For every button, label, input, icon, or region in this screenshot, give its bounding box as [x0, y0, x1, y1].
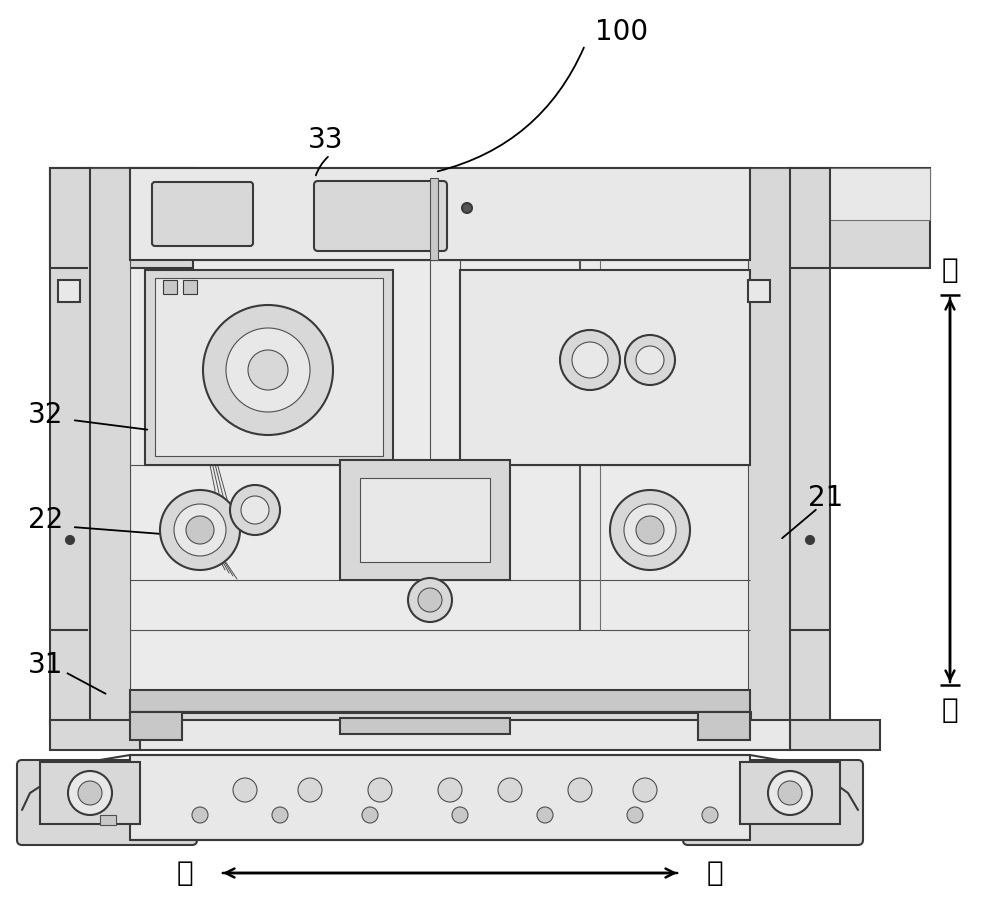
Text: 22: 22 — [28, 506, 63, 534]
FancyBboxPatch shape — [17, 760, 197, 845]
Circle shape — [241, 496, 269, 524]
Bar — [130, 260, 750, 725]
Text: 100: 100 — [595, 18, 648, 46]
Bar — [130, 168, 750, 260]
Circle shape — [537, 807, 553, 823]
Bar — [460, 270, 750, 465]
Bar — [88, 168, 130, 725]
Bar — [360, 478, 490, 562]
Bar — [58, 280, 80, 302]
Bar — [40, 762, 140, 824]
Circle shape — [203, 305, 333, 435]
Circle shape — [625, 335, 675, 385]
Bar — [740, 762, 840, 824]
Circle shape — [560, 330, 620, 390]
Bar — [790, 168, 930, 268]
Bar — [145, 270, 393, 465]
Text: 33: 33 — [308, 126, 344, 154]
Circle shape — [226, 328, 310, 412]
Bar — [88, 168, 790, 725]
Circle shape — [438, 778, 462, 802]
Bar — [130, 712, 750, 740]
Bar — [748, 280, 770, 302]
Circle shape — [248, 350, 288, 390]
Text: 21: 21 — [808, 484, 843, 512]
Text: 右: 右 — [177, 859, 193, 887]
Circle shape — [627, 807, 643, 823]
Circle shape — [636, 346, 664, 374]
Bar — [748, 168, 790, 725]
FancyBboxPatch shape — [314, 181, 447, 251]
Circle shape — [778, 781, 802, 805]
Bar — [100, 815, 116, 825]
Circle shape — [418, 588, 442, 612]
Circle shape — [498, 778, 522, 802]
Circle shape — [702, 807, 718, 823]
Text: 32: 32 — [28, 401, 63, 429]
Bar — [163, 280, 177, 294]
Circle shape — [408, 578, 452, 622]
Circle shape — [633, 778, 657, 802]
Bar — [140, 720, 790, 750]
Bar — [130, 690, 750, 712]
Circle shape — [610, 490, 690, 570]
Bar — [50, 168, 90, 725]
Circle shape — [272, 807, 288, 823]
Circle shape — [568, 778, 592, 802]
Circle shape — [68, 771, 112, 815]
Bar — [155, 278, 383, 456]
Bar — [50, 168, 193, 220]
Circle shape — [624, 504, 676, 556]
Bar — [50, 720, 140, 750]
Bar — [50, 168, 193, 268]
Circle shape — [233, 778, 257, 802]
Circle shape — [160, 490, 240, 570]
Bar — [340, 460, 510, 580]
FancyBboxPatch shape — [683, 760, 863, 845]
Text: 31: 31 — [28, 651, 63, 679]
Circle shape — [806, 536, 814, 544]
Text: 下: 下 — [942, 696, 958, 724]
Bar — [698, 712, 750, 740]
Bar — [155, 185, 250, 243]
Circle shape — [298, 778, 322, 802]
Circle shape — [192, 807, 208, 823]
Bar — [790, 168, 830, 725]
Bar — [340, 718, 510, 734]
Circle shape — [636, 516, 664, 544]
Bar — [183, 280, 197, 294]
Circle shape — [362, 807, 378, 823]
Bar — [430, 178, 438, 260]
Text: 上: 上 — [942, 256, 958, 284]
Circle shape — [78, 781, 102, 805]
Circle shape — [230, 485, 280, 535]
FancyBboxPatch shape — [152, 182, 253, 246]
Bar — [790, 168, 930, 220]
Circle shape — [452, 807, 468, 823]
Bar — [790, 720, 880, 750]
Circle shape — [768, 771, 812, 815]
Circle shape — [186, 516, 214, 544]
Circle shape — [368, 778, 392, 802]
Bar — [130, 755, 750, 840]
Text: 左: 左 — [707, 859, 723, 887]
Circle shape — [66, 536, 74, 544]
Circle shape — [572, 342, 608, 378]
Circle shape — [462, 203, 472, 213]
Circle shape — [174, 504, 226, 556]
Bar — [130, 712, 182, 740]
